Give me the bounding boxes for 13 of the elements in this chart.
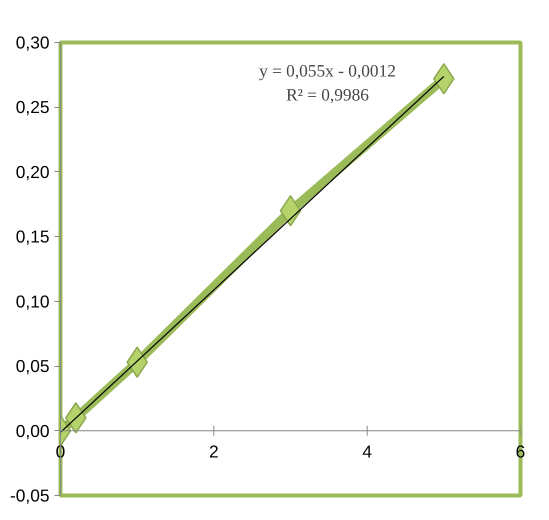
- x-tick-label: 4: [362, 442, 372, 462]
- y-tick-label: 0,15: [16, 226, 50, 247]
- y-tick-label: 0,30: [16, 32, 50, 52]
- y-tick-label: 0,10: [16, 291, 50, 312]
- y-tick-label: 0,05: [16, 356, 50, 376]
- x-tick-label: 6: [516, 442, 526, 462]
- x-tick-label: 2: [209, 442, 219, 462]
- y-tick-label: -0,05: [10, 486, 50, 506]
- y-tick-label: 0,00: [16, 420, 50, 441]
- annotation: y = 0,055x - 0,0012: [259, 62, 396, 80]
- y-tick-label: 0,20: [16, 162, 50, 182]
- y-tick-label: 0,25: [16, 97, 50, 118]
- annotation: R² = 0,9986: [286, 86, 370, 104]
